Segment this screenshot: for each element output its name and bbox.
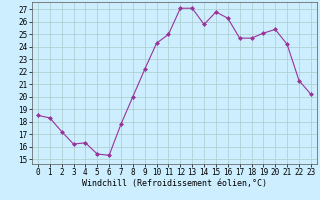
- X-axis label: Windchill (Refroidissement éolien,°C): Windchill (Refroidissement éolien,°C): [82, 179, 267, 188]
